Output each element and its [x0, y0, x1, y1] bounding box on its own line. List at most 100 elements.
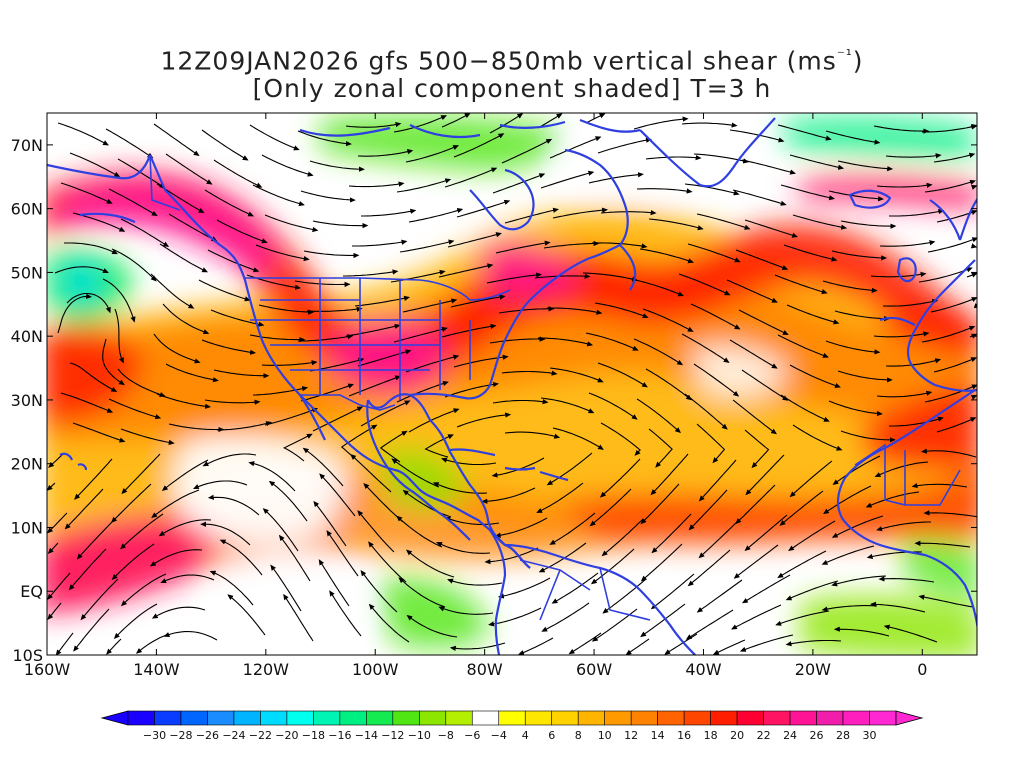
- streamline: [821, 545, 875, 565]
- streamline: [278, 534, 311, 582]
- streamline: [393, 326, 448, 343]
- streamline: [202, 453, 257, 467]
- streamline: [216, 219, 268, 244]
- streamline: [363, 482, 404, 523]
- coast-alaska: [47, 154, 152, 223]
- streamline: [444, 167, 498, 188]
- streamline: [121, 453, 161, 495]
- streamline: [111, 543, 155, 581]
- title-line-1: 12Z09JAN2026 gfs 500−850mb vertical shea…: [0, 46, 1024, 75]
- streamline: [534, 273, 591, 279]
- streamline: [198, 279, 251, 302]
- shade-green-caribbean: [380, 447, 470, 509]
- streamline: [936, 417, 977, 433]
- coast-us-gulf-east: [367, 244, 621, 569]
- colorbar-label: −12: [381, 729, 404, 742]
- border-south-america: [519, 559, 651, 621]
- streamline: [105, 128, 154, 159]
- streamline: [547, 307, 603, 315]
- border-us-states: [250, 278, 471, 400]
- shade-red-tropical-atlantic: [560, 467, 977, 544]
- streamline: [837, 160, 894, 172]
- streamline: [920, 448, 977, 458]
- streamline: [313, 500, 347, 547]
- streamline: [744, 429, 770, 469]
- streamline: [687, 243, 741, 263]
- shade-white-midatlantic: [690, 346, 790, 395]
- colorbar-swatch: [551, 710, 579, 726]
- colorbar-label: 26: [810, 729, 824, 742]
- streamline: [76, 518, 116, 560]
- streamline: [882, 298, 939, 307]
- streamline: [357, 349, 412, 367]
- streamline: [343, 269, 399, 277]
- streamline: [597, 362, 648, 388]
- streamline: [588, 392, 638, 420]
- streamline: [681, 122, 738, 128]
- streamline: [405, 549, 455, 578]
- streamline: [408, 207, 464, 223]
- streamline: [57, 122, 109, 146]
- streamline: [777, 550, 827, 578]
- colorbar-swatch: [180, 710, 208, 726]
- colorbar-label: −26: [196, 729, 219, 742]
- streamline: [696, 213, 751, 230]
- streamline: [102, 278, 136, 323]
- streamline: [312, 220, 369, 229]
- shade-red-pacific-west: [47, 326, 142, 423]
- streamline: [729, 339, 778, 369]
- streamline: [298, 334, 354, 342]
- streamline: [688, 489, 728, 531]
- streamline: [924, 179, 976, 193]
- streamline: [594, 302, 649, 319]
- streamline: [283, 593, 314, 642]
- streamline: [261, 360, 318, 366]
- streamline: [204, 189, 254, 217]
- lat-tick-label: 60N: [11, 200, 43, 219]
- title-unit-exponent: ⁻¹: [836, 46, 853, 64]
- streamline: [636, 398, 681, 434]
- streamline: [207, 494, 260, 516]
- streamline: [270, 564, 302, 612]
- streamline: [352, 239, 408, 247]
- streamline: [120, 218, 170, 247]
- streamline: [927, 237, 977, 253]
- shade-green-greenland: [780, 115, 975, 160]
- colorbar-swatch: [604, 710, 632, 726]
- colorbar-label: −6: [464, 729, 480, 742]
- streamline: [213, 159, 263, 188]
- streamline: [966, 272, 977, 278]
- lon-tick-label: 120W: [243, 660, 290, 679]
- streamline: [741, 159, 796, 175]
- streamline: [488, 607, 542, 627]
- streamline: [831, 515, 884, 538]
- colorbar-label: −16: [328, 729, 351, 742]
- streamline: [47, 512, 68, 534]
- streamline: [543, 240, 600, 249]
- colorbar-swatch: [763, 710, 791, 726]
- streamline: [642, 308, 694, 332]
- streamline: [823, 485, 872, 515]
- colorbar-swatch: [313, 710, 341, 726]
- streamline: [262, 508, 299, 552]
- streamline: [319, 473, 356, 517]
- streamline: [348, 181, 405, 188]
- streamline: [923, 510, 977, 518]
- streamline: [360, 570, 398, 613]
- streamline: [219, 539, 263, 576]
- streamline: [883, 624, 938, 643]
- streamline: [518, 637, 554, 655]
- streamline: [911, 482, 968, 489]
- streamline: [744, 219, 799, 238]
- streamline: [729, 129, 785, 143]
- streamline: [303, 250, 360, 259]
- streamline: [102, 338, 125, 386]
- streamline: [589, 488, 632, 527]
- streamline: [309, 160, 365, 172]
- streamline: [72, 422, 126, 443]
- streamline: [640, 603, 686, 638]
- streamline: [789, 364, 841, 388]
- streamline: [264, 214, 319, 233]
- streamline: [696, 423, 726, 464]
- streamline: [546, 452, 593, 486]
